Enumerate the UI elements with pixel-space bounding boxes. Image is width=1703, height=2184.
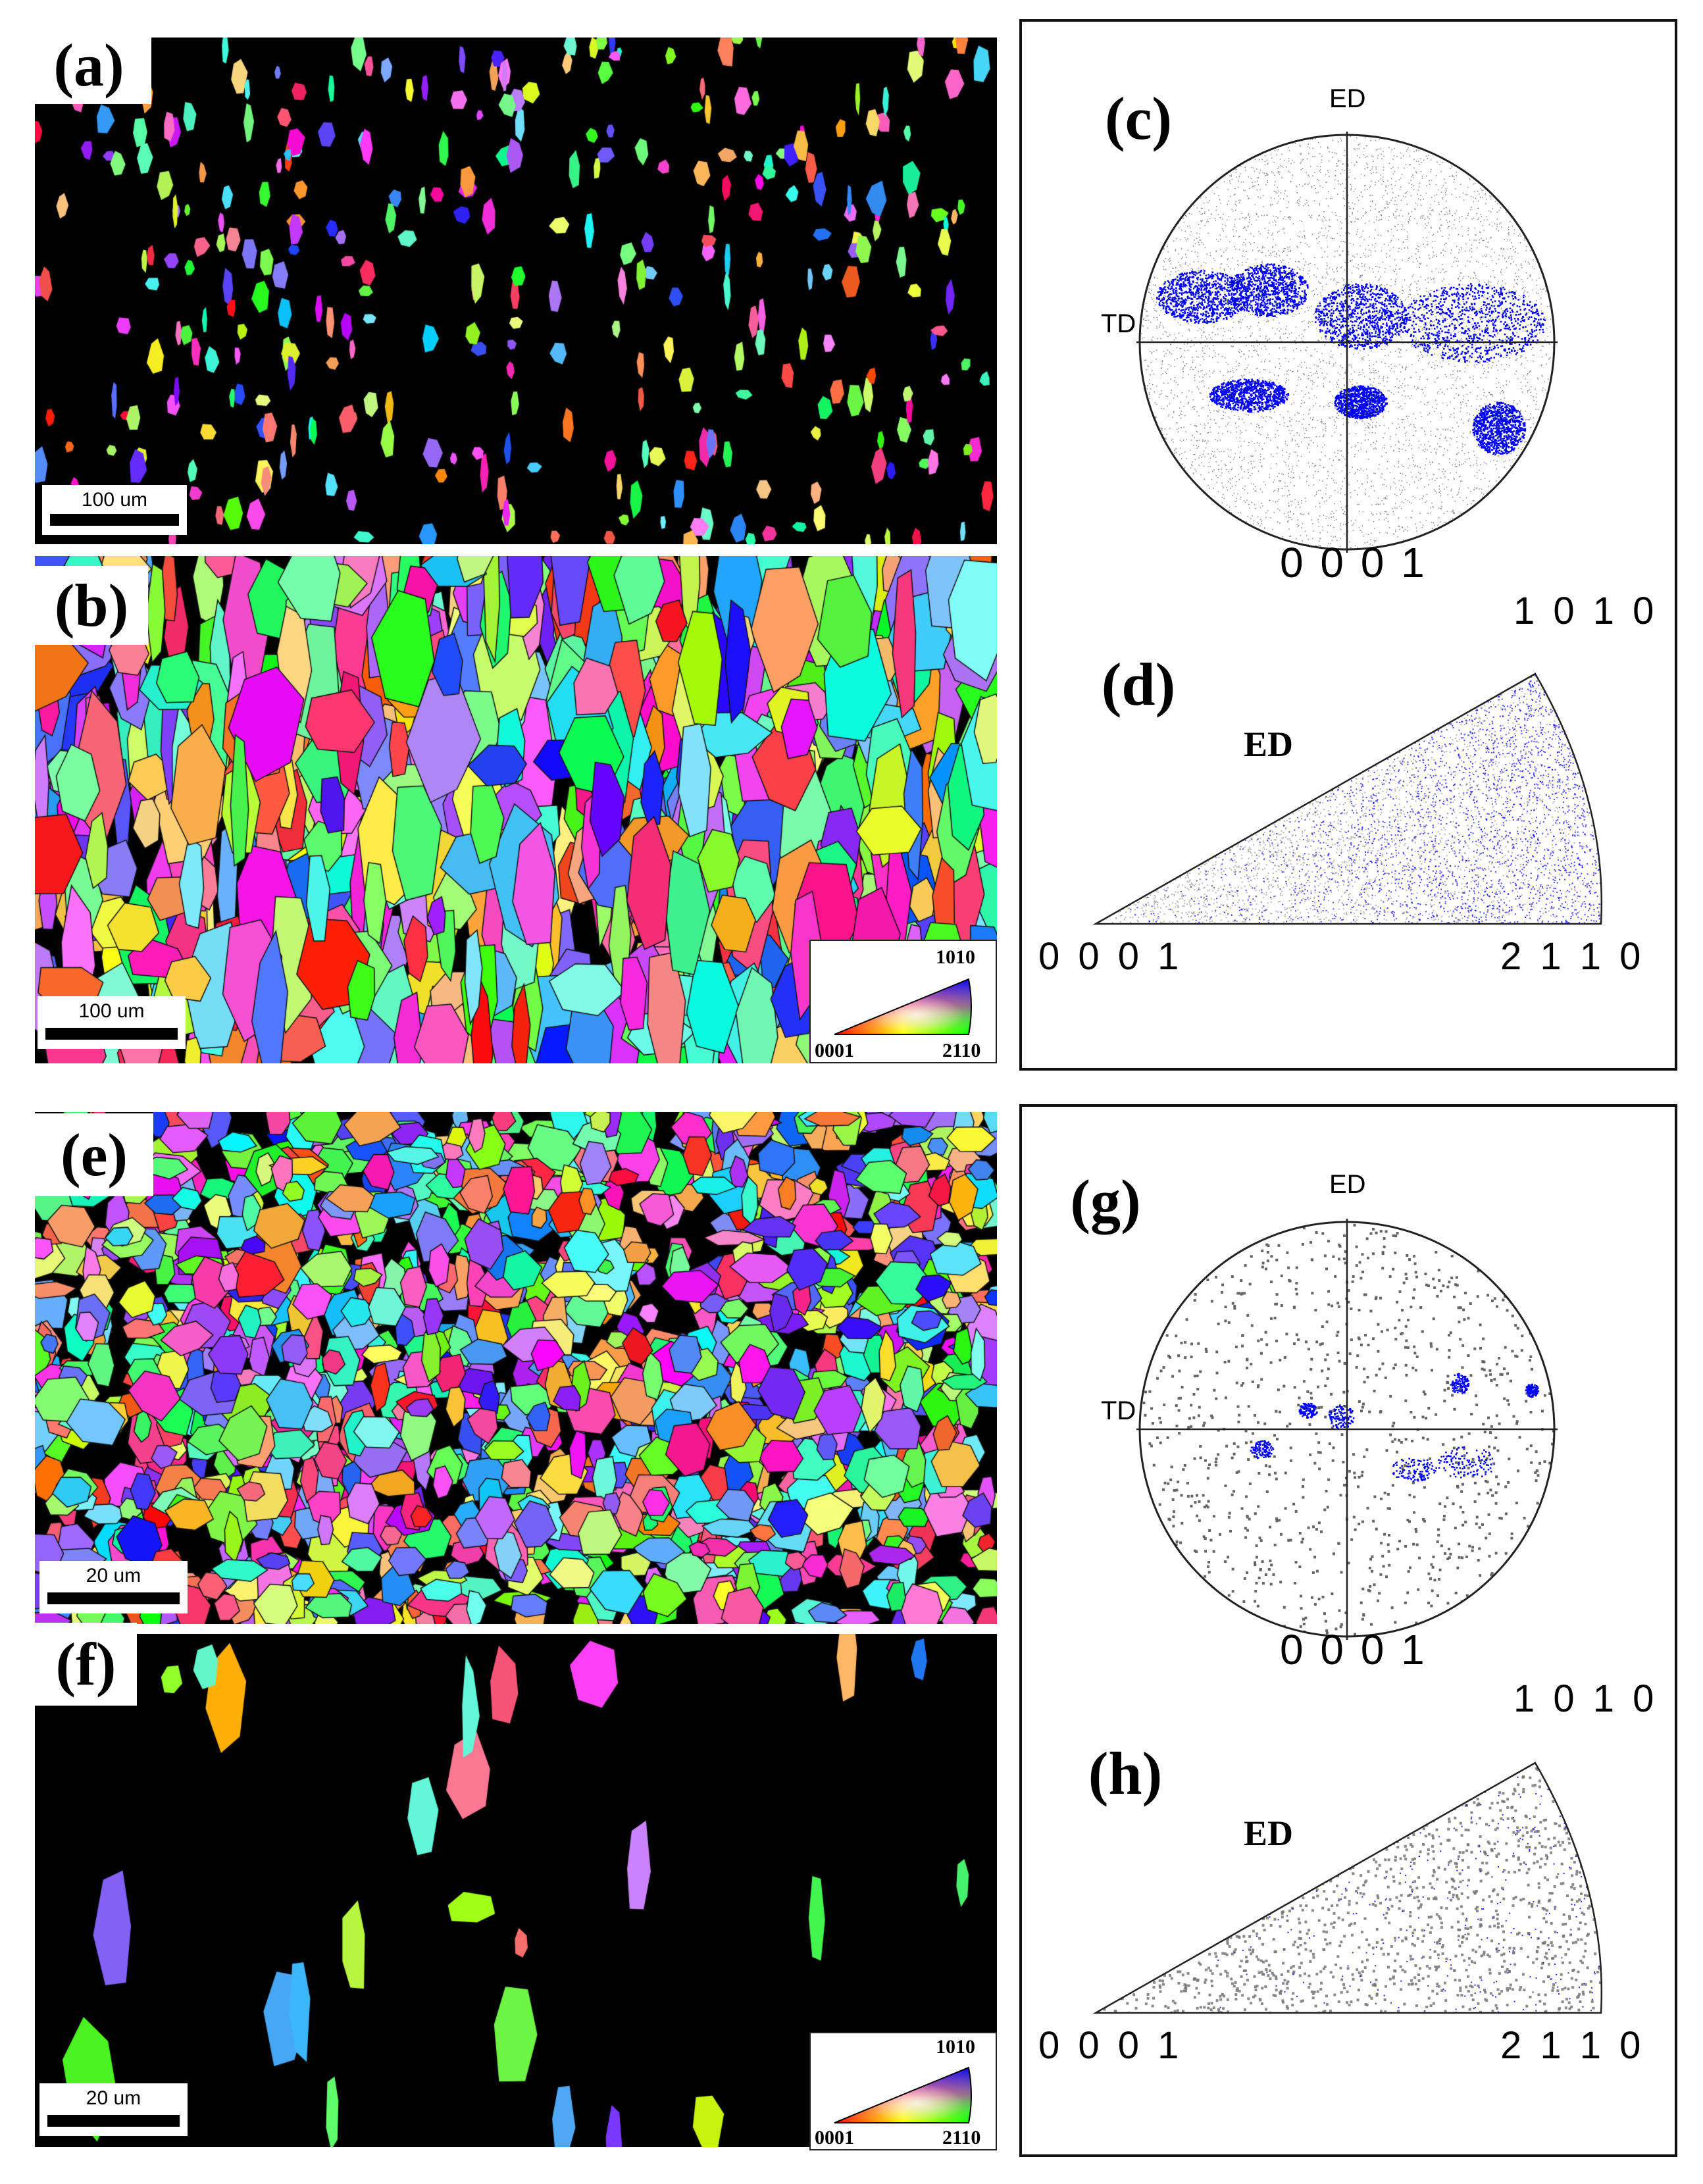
scale-bar-a-label: 100 um <box>42 489 187 511</box>
scale-bar-a-line <box>50 514 179 526</box>
ipf-legend-left-label-f: 0001 <box>815 2127 854 2149</box>
panel-label-c: (c) <box>1092 82 1184 155</box>
pole-figure-c-ed-label: ED <box>1329 84 1366 114</box>
pole-figure-g-td-label: TD <box>1101 1396 1136 1426</box>
ipf-d-right-corner-label: 2 1 1 0 <box>1500 934 1644 978</box>
scale-bar-a: 100 um <box>42 485 187 535</box>
pole-figure-frame-bottom <box>1019 1104 1677 2157</box>
ipf-d-top-corner-text: 1 0 1 0 <box>1513 590 1658 632</box>
pole-figure-frame-top <box>1019 19 1677 1071</box>
scale-bar-f-label: 20 um <box>39 2087 188 2110</box>
ebsd-map-b <box>35 556 997 1063</box>
map-a-canvas <box>35 38 997 544</box>
panel-label-d: (d) <box>1092 648 1184 721</box>
ipf-d-top-corner-label: 1 0 1 0 <box>1513 589 1658 633</box>
scale-bar-e: 20 um <box>39 1561 188 1613</box>
ipf-color-legend-b: 1010 0001 2110 <box>809 940 997 1063</box>
ipf-h-right-corner-label: 2 1 1 0 <box>1500 2023 1644 2068</box>
scale-bar-e-line <box>47 1592 180 1604</box>
panel-label-b: (b) <box>35 566 148 645</box>
ipf-h-top-corner-text: 1 0 1 0 <box>1513 1677 1658 1720</box>
ipf-legend-top-label-b: 1010 <box>936 946 975 969</box>
pole-figure-c-pole-label: 0 0 0 1 <box>1280 538 1427 587</box>
pole-figure-c <box>1136 132 1558 553</box>
scale-bar-b: 100 um <box>38 996 186 1049</box>
ipf-d-ed-label: ED <box>1244 724 1293 765</box>
panel-label-e: (e) <box>35 1113 153 1196</box>
panel-label-g: (g) <box>1059 1165 1152 1237</box>
ipf-h-top-corner-label: 1 0 1 0 <box>1513 1677 1658 1721</box>
panel-label-f: (f) <box>35 1623 137 1706</box>
pole-figure-g <box>1136 1219 1558 1640</box>
ipf-h-ed-label: ED <box>1244 1813 1293 1854</box>
ipf-legend-top-label-f: 1010 <box>936 2036 975 2058</box>
scale-bar-b-label: 100 um <box>38 1000 186 1023</box>
inverse-pole-figure-d <box>1092 673 1603 925</box>
ebsd-map-e <box>35 1112 997 1624</box>
scale-bar-e-label: 20 um <box>39 1565 188 1587</box>
ipf-legend-triangle-f <box>834 2066 972 2123</box>
pole-figure-g-pole-label: 0 0 0 1 <box>1280 1625 1427 1674</box>
inverse-pole-figure-h <box>1092 1762 1603 2014</box>
panel-label-a: (a) <box>26 26 151 104</box>
map-e-canvas <box>35 1112 997 1624</box>
ipf-legend-right-label-f: 2110 <box>942 2127 980 2149</box>
ipf-legend-triangle-b <box>834 978 972 1035</box>
ipf-h-left-corner-label: 0 0 0 1 <box>1038 2023 1182 2068</box>
pole-figure-g-ed-label: ED <box>1329 1170 1366 1200</box>
scale-bar-b-line <box>45 1028 178 1040</box>
panel-label-h: (h) <box>1079 1737 1171 1810</box>
ipf-color-legend-f: 1010 0001 2110 <box>809 2032 997 2150</box>
pole-figure-c-td-label: TD <box>1101 309 1136 339</box>
ipf-legend-left-label-b: 0001 <box>815 1040 854 1062</box>
scale-bar-f-line <box>47 2115 180 2127</box>
ipf-legend-right-label-b: 2110 <box>942 1040 980 1062</box>
ebsd-map-a <box>35 38 997 544</box>
scale-bar-f: 20 um <box>39 2083 188 2136</box>
ipf-d-left-corner-label: 0 0 0 1 <box>1038 934 1182 978</box>
